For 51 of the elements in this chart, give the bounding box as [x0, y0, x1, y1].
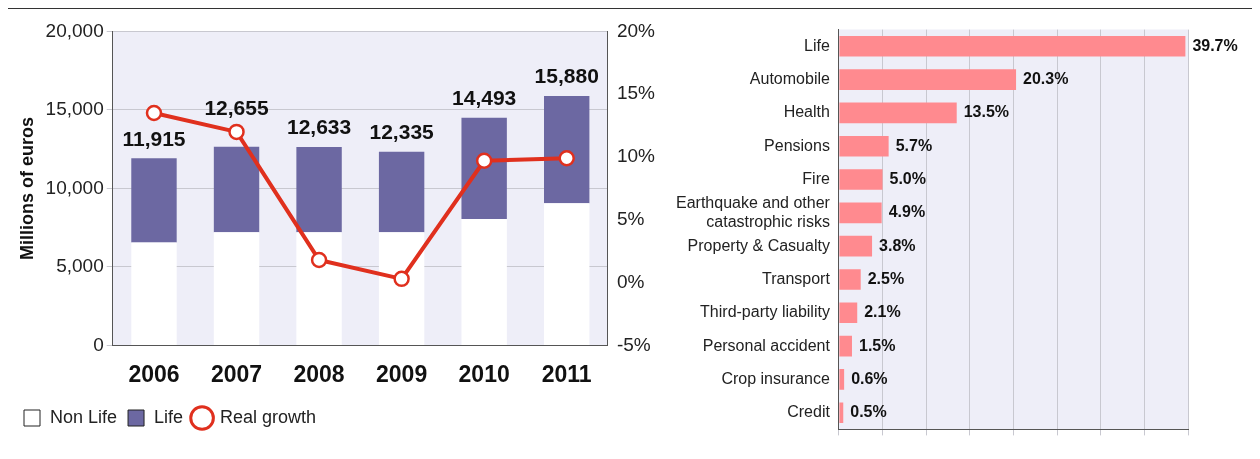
- x-tick-label: 2007: [210, 360, 263, 387]
- legend-label: Non Life: [50, 406, 118, 427]
- total-label: 11,915: [122, 126, 186, 150]
- x-tick-label: 2010: [458, 360, 510, 387]
- y-tick-label: Health: [783, 103, 830, 121]
- total-label: 15,880: [534, 64, 599, 88]
- y2-tick-label: 0%: [616, 270, 645, 292]
- y-tick-label: 10,000: [45, 176, 104, 198]
- y-tick-label: Earthquake and other catastrophic risks: [676, 193, 831, 230]
- y2-tick-label: 20%: [616, 19, 656, 41]
- legend-label: Real growth: [220, 406, 317, 427]
- x-tick-label: 2008: [293, 360, 345, 387]
- y-tick-label: Credit: [787, 403, 831, 421]
- data-label: 0.6%: [851, 369, 888, 387]
- data-label: 2.5%: [867, 269, 905, 287]
- total-label: 12,633: [286, 115, 352, 139]
- data-label: 4.9%: [888, 203, 926, 221]
- y2-tick-label: 5%: [616, 208, 645, 230]
- total-label: 12,655: [204, 96, 269, 120]
- y-tick-label: Crop insurance: [721, 369, 830, 387]
- y2-tick-label: -5%: [616, 333, 651, 355]
- data-label: 5.7%: [895, 136, 933, 154]
- data-label: 0.5%: [850, 403, 887, 421]
- total-label: 14,493: [452, 86, 517, 110]
- y-tick-label: 20,000: [45, 19, 104, 41]
- y-tick-label: 0: [93, 333, 104, 355]
- data-label: 3.8%: [879, 236, 916, 254]
- data-label: 5.0%: [889, 169, 926, 187]
- y-tick-label: 15,000: [45, 98, 104, 120]
- y-tick-label: Personal accident: [702, 336, 831, 354]
- data-label: 13.5%: [963, 103, 1010, 121]
- data-label: 20.3%: [1023, 69, 1069, 87]
- y-tick-label: Third-party liability: [700, 303, 830, 321]
- y-tick-label: Property & Casualty: [687, 236, 830, 254]
- y-tick-label: Transport: [762, 269, 831, 287]
- legend-label: Life: [154, 406, 184, 427]
- y-tick-label: Pensions: [764, 136, 830, 154]
- data-label: 1.5%: [858, 336, 896, 354]
- data-label: 39.7%: [1192, 36, 1238, 54]
- data-label: 2.1%: [864, 303, 901, 321]
- y-axis-title: Millions of euros: [16, 116, 37, 260]
- y-tick-label: Life: [804, 36, 830, 54]
- total-label: 12,335: [369, 120, 435, 144]
- x-tick-label: 2009: [376, 360, 428, 387]
- y-tick-label: 5,000: [56, 255, 104, 277]
- x-tick-label: 2006: [128, 360, 180, 387]
- x-tick-label: 2011: [541, 360, 592, 387]
- y2-tick-label: 15%: [616, 82, 656, 104]
- y-tick-label: Fire: [802, 169, 830, 187]
- y2-tick-label: 10%: [616, 145, 656, 167]
- y-tick-label: Automobile: [749, 69, 830, 87]
